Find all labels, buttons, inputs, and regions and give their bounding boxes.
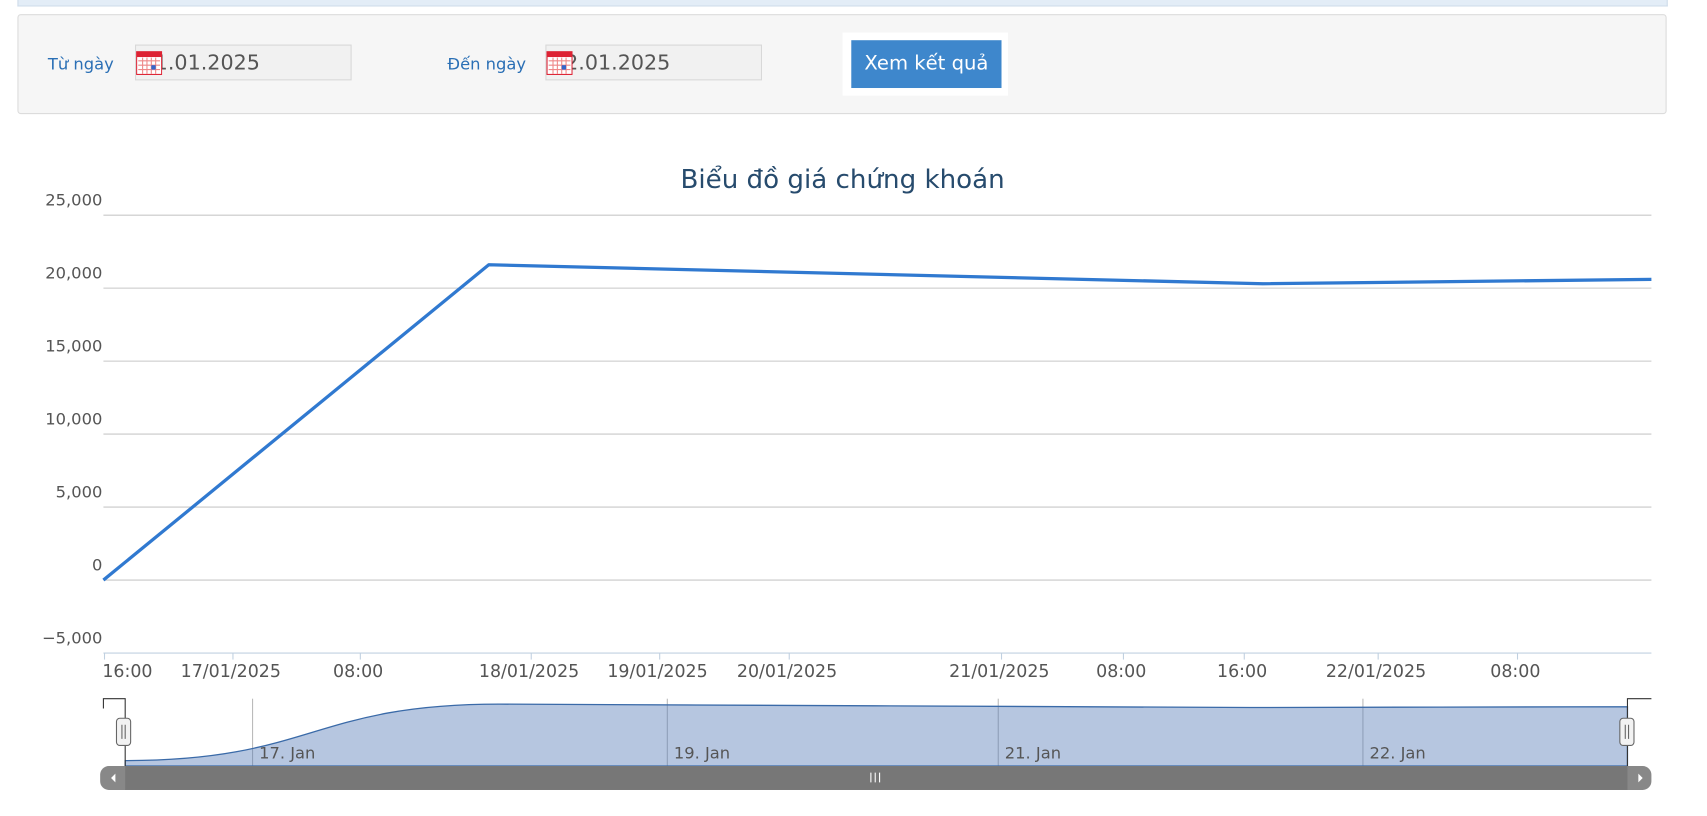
calendar-icon[interactable] (546, 51, 573, 75)
button-frame: Xem kết quả (842, 32, 1009, 96)
chart-title: Biểu đồ giá chứng khoán (680, 164, 1004, 195)
navigator-frame (103, 698, 1652, 767)
from-label: Từ ngày (47, 54, 114, 74)
date-filter: Từ ngày 01.01.2025 Đến ngày 22.01.2025 X… (17, 14, 1667, 115)
x-tick-label: 08:00 (1490, 662, 1540, 682)
x-tick-label: 17/01/2025 (181, 662, 281, 682)
to-label: Đến ngày (447, 54, 527, 74)
navigator-area (124, 703, 1629, 767)
y-tick-label: −5,000 (42, 628, 102, 647)
top-bar (17, 0, 1668, 7)
to-input[interactable]: 22.01.2025 (545, 44, 763, 81)
y-tick-label: 0 (92, 555, 102, 574)
navigator-label: 22. Jan (1369, 743, 1425, 762)
navigator-labels: 17. Jan 19. Jan 21. Jan 22. Jan (259, 743, 1426, 762)
to-value: 22.01.2025 (551, 51, 671, 75)
y-tick-label: 5,000 (56, 482, 103, 501)
x-tick-label: 08:00 (333, 662, 383, 682)
y-tick-label: 20,000 (45, 263, 102, 282)
x-tick-label: 08:00 (1096, 662, 1146, 682)
submit-button[interactable]: Xem kết quả (851, 40, 1002, 89)
navigator-label: 21. Jan (1005, 743, 1061, 762)
x-tick-label: 19/01/2025 (607, 662, 707, 682)
x-tick-label: 22/01/2025 (1326, 662, 1426, 682)
x-tick-label: 18/01/2025 (479, 662, 579, 682)
calendar-icon[interactable] (136, 51, 163, 75)
y-tick-label: 15,000 (45, 336, 102, 355)
navigator (124, 703, 1629, 767)
x-tick-label: 20/01/2025 (737, 662, 837, 682)
x-tick-label: 16:00 (1217, 662, 1267, 682)
from-input[interactable]: 01.01.2025 (134, 44, 352, 81)
y-tick-label: 10,000 (45, 409, 102, 428)
navigator-label: 19. Jan (674, 743, 730, 762)
scrollbar[interactable] (100, 698, 1652, 790)
navigator-label: 17. Jan (259, 743, 315, 762)
x-tick-label: 16:00 (102, 662, 152, 682)
x-tick-label: 21/01/2025 (949, 662, 1049, 682)
y-tick-label: 25,000 (45, 190, 102, 209)
line-series (102, 263, 1652, 582)
from-value: 01.01.2025 (141, 51, 260, 75)
